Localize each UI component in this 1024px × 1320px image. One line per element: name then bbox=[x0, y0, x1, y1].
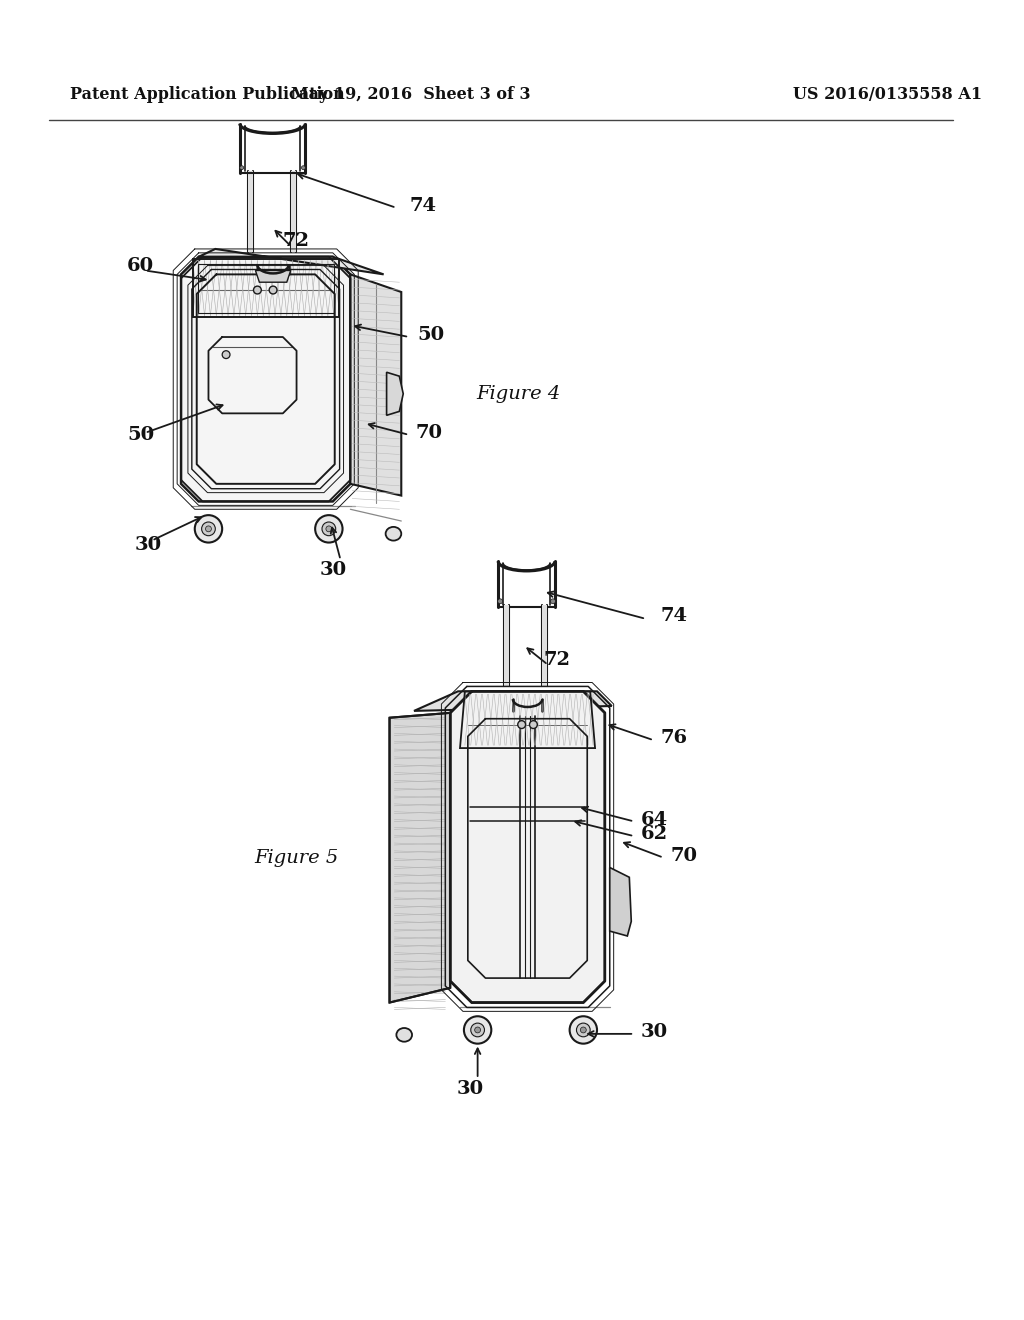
Text: US 2016/0135558 A1: US 2016/0135558 A1 bbox=[793, 86, 982, 103]
Ellipse shape bbox=[396, 1028, 412, 1041]
Text: May 19, 2016  Sheet 3 of 3: May 19, 2016 Sheet 3 of 3 bbox=[291, 86, 530, 103]
Polygon shape bbox=[543, 605, 547, 686]
Circle shape bbox=[569, 1016, 597, 1044]
Circle shape bbox=[464, 1016, 492, 1044]
Circle shape bbox=[471, 1023, 484, 1036]
Polygon shape bbox=[389, 713, 451, 1003]
Circle shape bbox=[301, 166, 305, 170]
Text: 74: 74 bbox=[410, 197, 436, 215]
Polygon shape bbox=[504, 605, 509, 686]
Polygon shape bbox=[451, 692, 605, 1003]
Polygon shape bbox=[387, 372, 403, 416]
Circle shape bbox=[529, 721, 538, 729]
Circle shape bbox=[518, 721, 525, 729]
Polygon shape bbox=[181, 257, 350, 502]
Text: 60: 60 bbox=[127, 256, 155, 275]
Circle shape bbox=[269, 286, 276, 294]
Text: Figure 5: Figure 5 bbox=[254, 849, 339, 867]
Polygon shape bbox=[255, 271, 291, 282]
Text: 62: 62 bbox=[641, 825, 669, 843]
Circle shape bbox=[577, 1023, 590, 1036]
Circle shape bbox=[254, 286, 261, 294]
Circle shape bbox=[322, 521, 336, 536]
Circle shape bbox=[206, 525, 211, 532]
Text: 30: 30 bbox=[135, 536, 162, 553]
Text: 70: 70 bbox=[416, 424, 443, 442]
Text: 30: 30 bbox=[457, 1080, 483, 1098]
Text: 72: 72 bbox=[543, 651, 570, 669]
Circle shape bbox=[195, 515, 222, 543]
Polygon shape bbox=[350, 275, 401, 495]
Circle shape bbox=[475, 1027, 480, 1032]
Text: 50: 50 bbox=[417, 326, 444, 345]
Polygon shape bbox=[609, 867, 631, 936]
Text: Figure 4: Figure 4 bbox=[476, 385, 561, 403]
Text: 30: 30 bbox=[319, 561, 346, 579]
Polygon shape bbox=[291, 170, 296, 252]
Circle shape bbox=[240, 166, 244, 170]
Circle shape bbox=[315, 515, 343, 543]
Polygon shape bbox=[414, 692, 611, 711]
Text: 50: 50 bbox=[127, 426, 155, 444]
Text: 64: 64 bbox=[641, 810, 669, 829]
Circle shape bbox=[222, 351, 230, 359]
Circle shape bbox=[202, 521, 215, 536]
Circle shape bbox=[581, 1027, 587, 1032]
Text: 76: 76 bbox=[660, 729, 688, 747]
Text: 70: 70 bbox=[671, 846, 697, 865]
Text: 72: 72 bbox=[283, 232, 310, 249]
Circle shape bbox=[326, 525, 332, 532]
Polygon shape bbox=[248, 170, 253, 252]
Ellipse shape bbox=[386, 527, 401, 541]
Polygon shape bbox=[199, 249, 384, 275]
Text: 30: 30 bbox=[641, 1023, 669, 1041]
Circle shape bbox=[551, 599, 555, 603]
Text: 74: 74 bbox=[660, 607, 688, 624]
Circle shape bbox=[498, 599, 503, 603]
Text: Patent Application Publication: Patent Application Publication bbox=[71, 86, 345, 103]
